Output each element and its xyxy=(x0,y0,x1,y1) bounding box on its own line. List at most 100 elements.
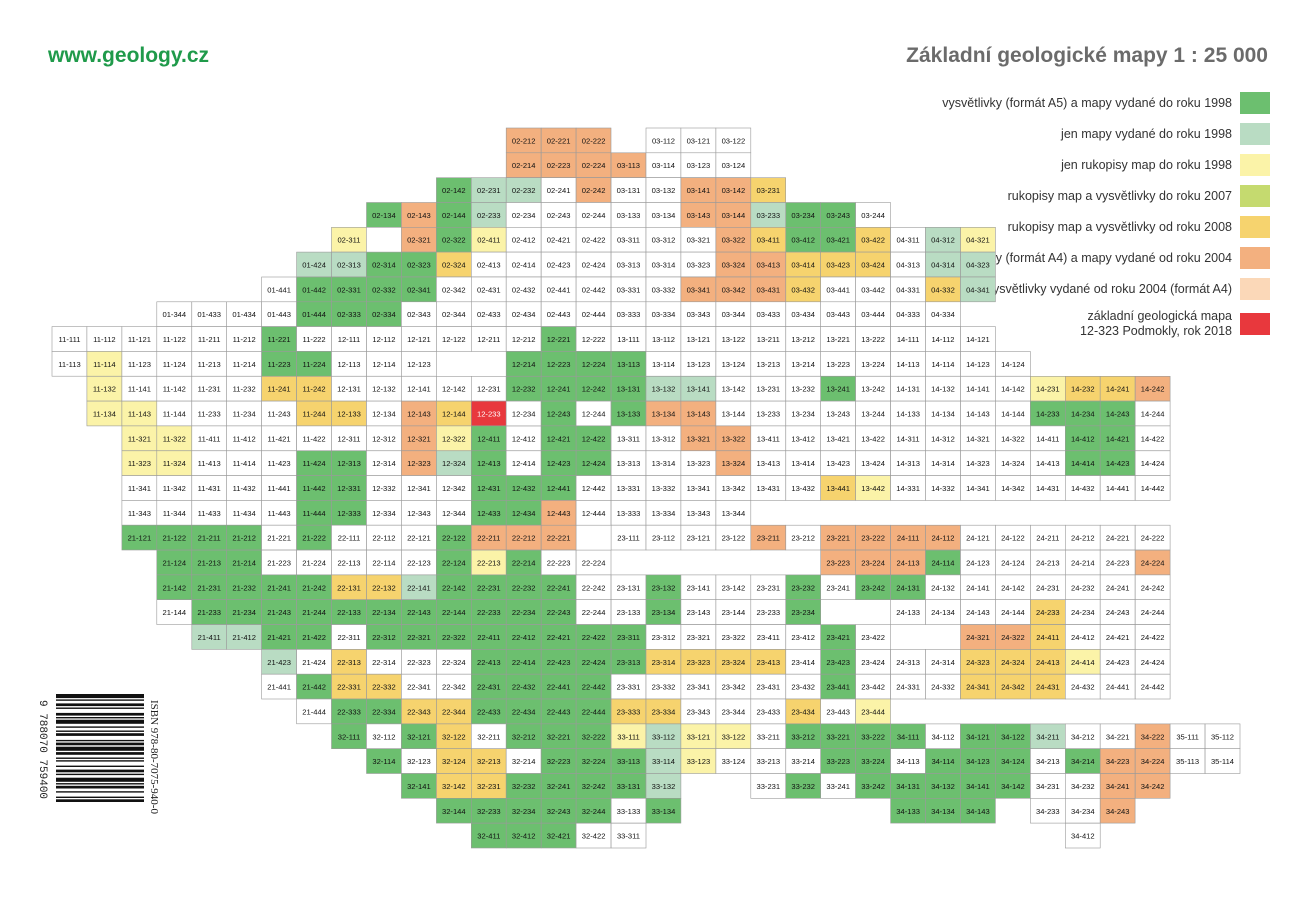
map-sheet[interactable]: 13-123 xyxy=(680,351,717,377)
map-sheet-cell[interactable] xyxy=(645,375,682,402)
map-sheet[interactable]: 24-122 xyxy=(995,524,1031,551)
map-sheet[interactable]: 33-242 xyxy=(855,773,891,799)
map-sheet-cell[interactable] xyxy=(296,326,332,352)
map-sheet[interactable]: 24-222 xyxy=(1134,524,1171,551)
map-sheet[interactable]: 11-123 xyxy=(121,351,158,377)
map-sheet[interactable]: 11-324 xyxy=(156,450,193,476)
map-sheet[interactable]: 03-144 xyxy=(715,202,752,228)
map-sheet-cell[interactable] xyxy=(505,797,542,824)
map-sheet-cell[interactable] xyxy=(925,723,961,750)
map-sheet-cell[interactable] xyxy=(436,177,472,203)
map-sheet-cell[interactable] xyxy=(995,773,1031,799)
map-sheet[interactable]: 03-331 xyxy=(610,276,647,303)
map-sheet[interactable]: 03-134 xyxy=(645,202,682,228)
map-sheet[interactable]: 22-312 xyxy=(366,624,402,650)
map-sheet-cell[interactable] xyxy=(680,351,717,377)
map-sheet-cell[interactable] xyxy=(296,400,332,427)
map-sheet-cell[interactable] xyxy=(890,475,926,501)
map-sheet[interactable]: 11-433 xyxy=(191,500,228,526)
map-sheet[interactable]: 34-122 xyxy=(995,723,1031,750)
map-sheet[interactable]: 02-331 xyxy=(331,276,367,303)
map-sheet[interactable]: 23-211 xyxy=(750,524,786,551)
map-sheet[interactable]: 22-323 xyxy=(401,649,437,675)
map-sheet-cell[interactable] xyxy=(296,425,332,451)
map-sheet-cell[interactable] xyxy=(715,152,752,178)
map-sheet[interactable]: 11-241 xyxy=(261,375,297,402)
map-sheet[interactable]: 14-241 xyxy=(1099,375,1136,402)
map-sheet-cell[interactable] xyxy=(715,624,752,650)
map-sheet-cell[interactable] xyxy=(785,475,821,501)
map-sheet-cell[interactable] xyxy=(890,723,926,750)
map-sheet-cell[interactable] xyxy=(470,400,507,427)
map-sheet[interactable]: 34-214 xyxy=(1065,748,1101,774)
map-sheet[interactable]: 14-143 xyxy=(960,400,996,427)
map-sheet[interactable]: 13-121 xyxy=(680,326,717,352)
map-sheet-cell[interactable] xyxy=(610,400,647,427)
map-sheet-cell[interactable] xyxy=(156,500,193,526)
map-sheet-cell[interactable] xyxy=(820,202,856,228)
map-sheet[interactable]: 34-412 xyxy=(1065,822,1101,849)
map-sheet-cell[interactable] xyxy=(121,400,158,427)
map-sheet[interactable]: 23-221 xyxy=(820,524,856,551)
map-sheet-cell[interactable] xyxy=(820,276,856,303)
map-sheet-cell[interactable] xyxy=(610,500,647,526)
map-sheet[interactable]: 32-241 xyxy=(540,773,577,799)
map-sheet[interactable]: 21-121 xyxy=(121,524,158,551)
map-sheet[interactable]: 23-132 xyxy=(645,574,682,601)
map-sheet[interactable]: 03-243 xyxy=(820,202,856,228)
map-sheet[interactable]: 22-431 xyxy=(470,673,507,700)
map-sheet[interactable]: 01-433 xyxy=(191,301,228,327)
map-sheet-cell[interactable] xyxy=(960,475,996,501)
map-sheet[interactable]: 14-112 xyxy=(925,326,961,352)
map-sheet-cell[interactable] xyxy=(575,152,612,178)
map-sheet-cell[interactable] xyxy=(191,500,228,526)
map-sheet-cell[interactable] xyxy=(680,425,717,451)
map-sheet[interactable]: 13-213 xyxy=(750,351,786,377)
map-sheet-cell[interactable] xyxy=(331,549,367,576)
map-sheet[interactable]: 24-111 xyxy=(890,524,926,551)
map-sheet[interactable]: 12-432 xyxy=(505,475,542,501)
map-sheet[interactable]: 12-123 xyxy=(401,351,437,377)
map-sheet[interactable]: 24-133 xyxy=(890,599,926,625)
map-sheet[interactable]: 32-212 xyxy=(505,723,542,750)
map-sheet-cell[interactable] xyxy=(505,500,542,526)
map-sheet[interactable]: 33-121 xyxy=(680,723,717,750)
map-sheet[interactable]: 23-434 xyxy=(785,698,821,725)
map-sheet-cell[interactable] xyxy=(645,748,682,774)
map-sheet-cell[interactable] xyxy=(1065,549,1101,576)
map-sheet[interactable]: 14-341 xyxy=(960,475,996,501)
map-sheet-cell[interactable] xyxy=(1030,649,1066,675)
map-sheet[interactable]: 22-144 xyxy=(436,599,472,625)
map-sheet-cell[interactable] xyxy=(680,698,717,725)
map-sheet-cell[interactable] xyxy=(855,748,891,774)
map-sheet[interactable]: 32-421 xyxy=(540,822,577,849)
map-sheet-cell[interactable] xyxy=(1065,624,1101,650)
map-sheet-cell[interactable] xyxy=(1169,723,1206,750)
map-sheet-cell[interactable] xyxy=(1065,375,1101,402)
map-sheet-cell[interactable] xyxy=(331,251,367,278)
map-sheet-cell[interactable] xyxy=(470,574,507,601)
map-sheet-cell[interactable] xyxy=(1134,425,1171,451)
map-sheet-cell[interactable] xyxy=(540,152,577,178)
map-sheet[interactable]: 22-132 xyxy=(366,574,402,601)
map-sheet[interactable]: 24-442 xyxy=(1134,673,1171,700)
map-sheet[interactable]: 32-411 xyxy=(470,822,507,849)
map-sheet[interactable]: 13-312 xyxy=(645,425,682,451)
map-sheet[interactable]: 12-333 xyxy=(331,500,367,526)
map-sheet-cell[interactable] xyxy=(820,425,856,451)
map-sheet-cell[interactable] xyxy=(855,723,891,750)
map-sheet-cell[interactable] xyxy=(505,599,542,625)
map-sheet-cell[interactable] xyxy=(436,773,472,799)
map-sheet[interactable]: 21-423 xyxy=(261,649,297,675)
map-sheet-cell[interactable] xyxy=(645,599,682,625)
map-sheet-cell[interactable] xyxy=(575,475,612,501)
map-sheet[interactable]: 24-243 xyxy=(1099,599,1136,625)
map-sheet[interactable]: 22-311 xyxy=(331,624,367,650)
map-sheet[interactable]: 11-321 xyxy=(121,425,158,451)
map-sheet[interactable]: 22-233 xyxy=(470,599,507,625)
map-sheet[interactable]: 14-432 xyxy=(1065,475,1101,501)
map-sheet[interactable]: 02-434 xyxy=(505,301,542,327)
map-sheet[interactable]: 12-132 xyxy=(366,375,402,402)
map-sheet[interactable]: 22-111 xyxy=(331,524,367,551)
map-sheet[interactable]: 24-121 xyxy=(960,524,996,551)
